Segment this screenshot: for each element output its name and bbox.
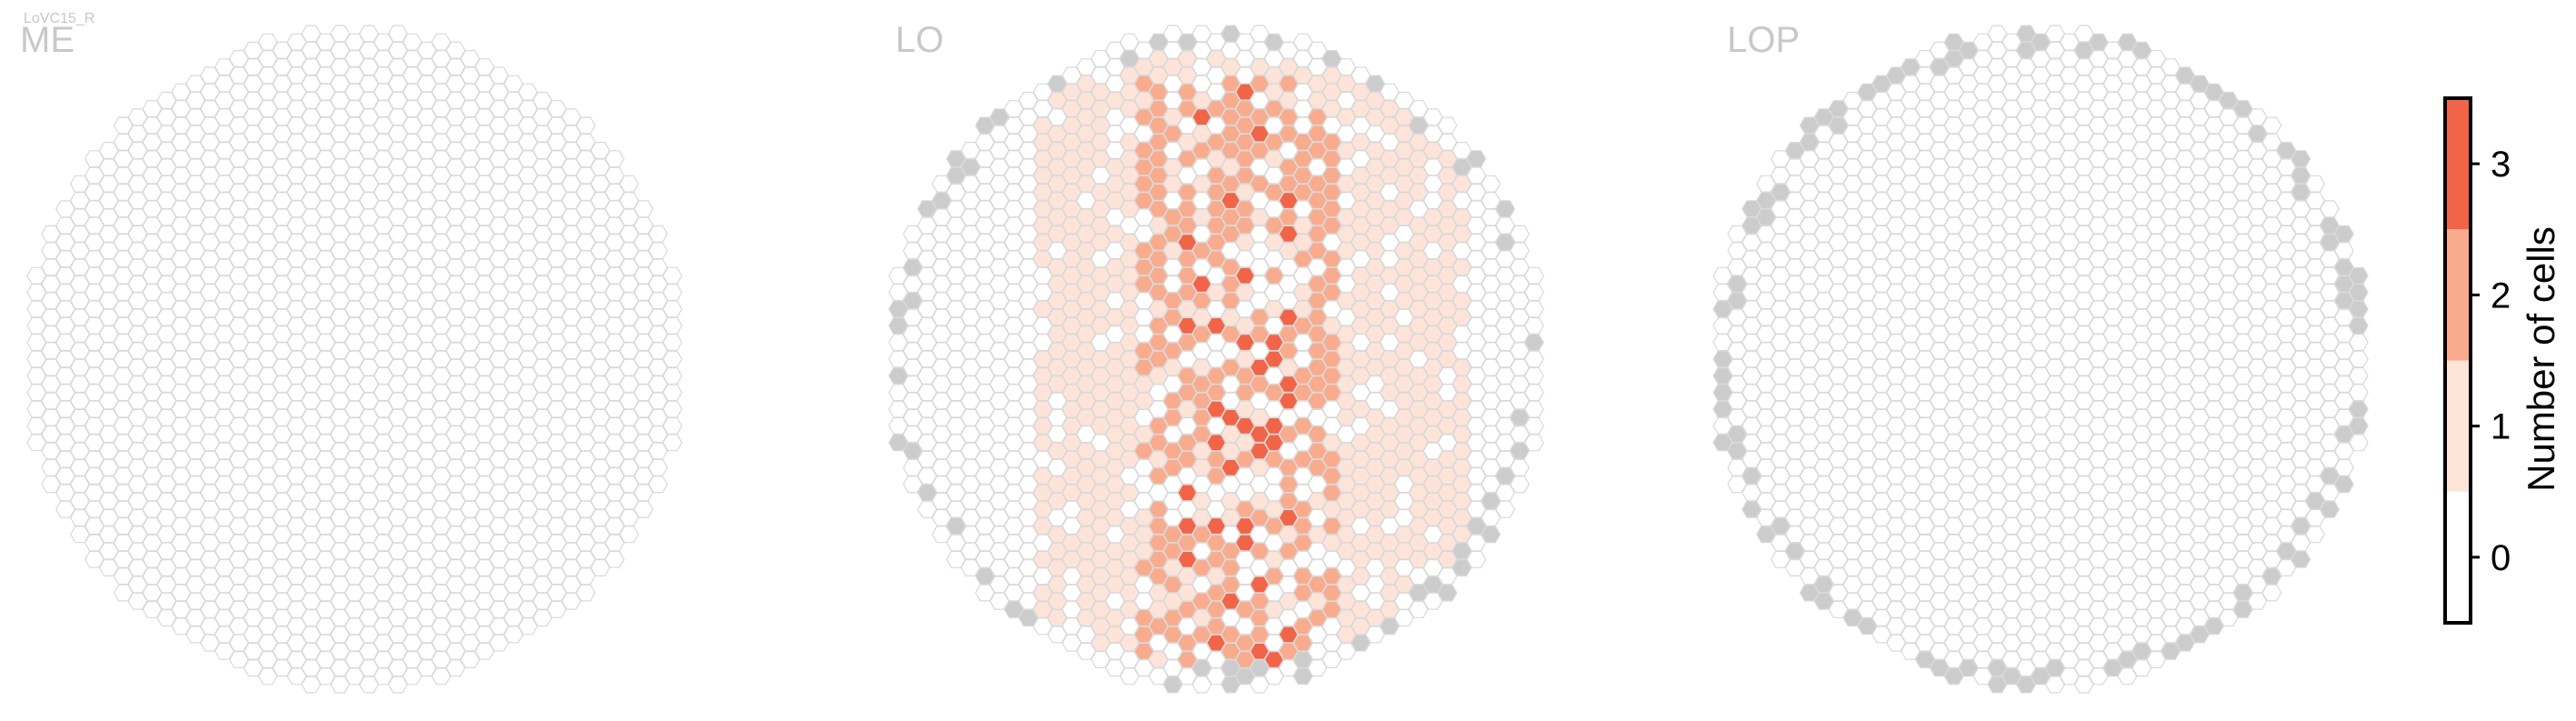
colorbar-tick-label-2: 2 — [2491, 275, 2511, 315]
colorbar-tick-label-0: 0 — [2491, 538, 2511, 578]
panel-title-me: ME — [20, 20, 75, 60]
panel-title-lo: LO — [895, 20, 944, 60]
cell-type-label: LoVC15_R — [24, 11, 95, 26]
colorbar-tick-label-3: 3 — [2491, 145, 2511, 185]
panel-title-lop: LOP — [1727, 20, 1801, 60]
colorbar-swatch-0 — [2445, 491, 2471, 623]
colorbar-label: Number of cells — [2520, 226, 2562, 492]
colorbar-swatch-1 — [2445, 360, 2471, 492]
colorbar-swatch-2 — [2445, 229, 2471, 361]
colorbar-swatch-3 — [2445, 98, 2471, 230]
colorbar-tick-label-1: 1 — [2491, 407, 2511, 447]
